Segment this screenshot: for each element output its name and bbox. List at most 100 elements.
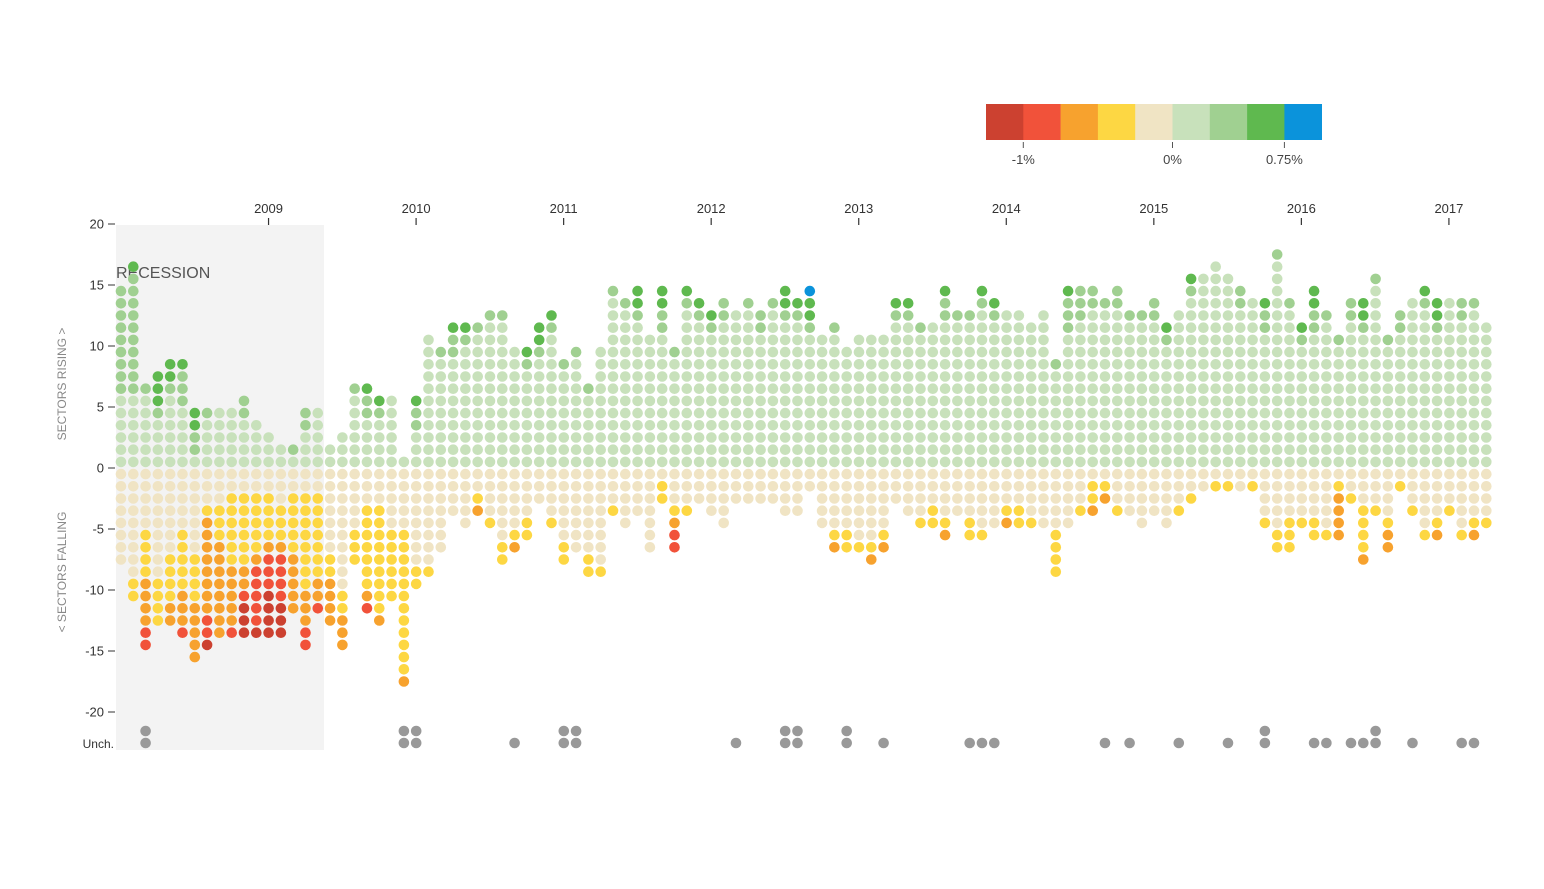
rising-sector-dot <box>1456 383 1467 395</box>
falling-sector-dot <box>730 493 742 504</box>
rising-sector-dot <box>128 359 139 370</box>
rising-sector-dot <box>779 359 791 370</box>
rising-sector-dot <box>755 371 766 382</box>
rising-sector-dot <box>1308 346 1320 358</box>
rising-sector-dot <box>447 383 459 395</box>
rising-sector-dot <box>1271 249 1283 260</box>
rising-sector-dot <box>287 456 299 468</box>
rising-sector-dot <box>902 298 914 309</box>
rising-sector-dot <box>792 395 803 407</box>
falling-sector-dot <box>853 468 865 480</box>
rising-sector-dot <box>1210 383 1221 395</box>
rising-sector-dot <box>1296 371 1308 382</box>
rising-sector-dot <box>460 371 471 382</box>
falling-sector-dot <box>1345 468 1357 480</box>
falling-sector-dot <box>583 542 594 553</box>
falling-sector-dot <box>1161 481 1172 492</box>
rising-sector-dot <box>1185 298 1197 309</box>
falling-sector-dot <box>189 615 201 626</box>
rising-sector-dot <box>1235 420 1246 431</box>
falling-sector-dot <box>718 481 729 492</box>
falling-sector-dot <box>878 505 889 516</box>
y-tick-label: 20 <box>90 217 104 232</box>
falling-sector-dot <box>497 517 508 529</box>
rising-sector-dot <box>743 371 754 382</box>
rising-sector-dot <box>1038 395 1049 407</box>
rising-sector-dot <box>1161 420 1172 431</box>
rising-sector-dot <box>1198 322 1209 334</box>
rising-sector-dot <box>952 359 963 370</box>
rising-sector-dot <box>484 432 496 443</box>
rising-sector-dot <box>952 383 963 395</box>
falling-sector-dot <box>447 505 459 516</box>
falling-sector-dot <box>1136 505 1148 516</box>
rising-sector-dot <box>1075 334 1086 346</box>
rising-sector-dot <box>1173 395 1185 407</box>
falling-sector-dot <box>1308 481 1320 492</box>
rising-sector-dot <box>1198 310 1209 321</box>
rising-sector-dot <box>927 444 939 456</box>
rising-sector-dot <box>706 432 717 443</box>
falling-sector-dot <box>890 468 902 480</box>
rising-sector-dot <box>1296 420 1308 431</box>
falling-sector-dot <box>201 603 213 614</box>
rising-sector-dot <box>804 456 816 468</box>
rising-sector-dot <box>792 432 803 443</box>
falling-sector-dot <box>374 493 385 504</box>
rising-sector-dot <box>1087 456 1098 468</box>
falling-sector-dot <box>878 468 889 480</box>
rising-sector-dot <box>718 383 729 395</box>
falling-sector-dot <box>656 468 668 480</box>
falling-sector-dot <box>816 517 828 529</box>
falling-sector-dot <box>976 468 988 480</box>
rising-sector-dot <box>1099 298 1111 309</box>
rising-sector-dot <box>484 420 496 431</box>
rising-sector-dot <box>1062 346 1074 358</box>
rising-sector-dot <box>755 383 766 395</box>
rising-sector-dot <box>115 395 127 407</box>
falling-sector-dot <box>361 481 373 492</box>
rising-sector-dot <box>1235 432 1246 443</box>
rising-sector-dot <box>115 285 127 297</box>
falling-sector-dot <box>214 517 225 529</box>
rising-sector-dot <box>718 334 729 346</box>
color-legend: -1% 0% 0.75% <box>986 104 1322 167</box>
falling-sector-dot <box>423 481 434 492</box>
falling-sector-dot <box>140 603 151 614</box>
rising-sector-dot <box>1050 407 1062 419</box>
falling-sector-dot <box>472 505 484 516</box>
rising-sector-dot <box>1431 359 1443 370</box>
rising-sector-dot <box>447 346 459 358</box>
rising-sector-dot <box>669 407 680 419</box>
falling-sector-dot <box>189 542 201 553</box>
rising-sector-dot <box>324 444 336 456</box>
rising-sector-dot <box>349 456 361 468</box>
rising-sector-dot <box>1308 334 1320 346</box>
falling-sector-dot <box>177 493 188 504</box>
rising-sector-dot <box>915 346 926 358</box>
falling-sector-dot <box>939 481 951 492</box>
rising-sector-dot <box>558 371 570 382</box>
falling-sector-dot <box>374 566 385 577</box>
rising-sector-dot <box>128 261 139 273</box>
rising-sector-dot <box>853 444 865 456</box>
rising-sector-dot <box>1075 444 1086 456</box>
rising-sector-dot <box>128 273 139 285</box>
falling-sector-dot <box>300 529 311 541</box>
falling-sector-dot <box>1099 481 1111 492</box>
rising-sector-dot <box>1161 456 1172 468</box>
falling-sector-dot <box>201 590 213 602</box>
rising-sector-dot <box>1333 334 1344 346</box>
rising-sector-dot <box>656 444 668 456</box>
falling-sector-dot <box>1308 468 1320 480</box>
rising-sector-dot <box>1358 383 1369 395</box>
rising-sector-dot <box>1124 383 1135 395</box>
rising-sector-dot <box>533 407 545 419</box>
rising-sector-dot <box>435 395 447 407</box>
rising-sector-dot <box>1001 395 1012 407</box>
rising-sector-dot <box>128 285 139 297</box>
falling-sector-dot <box>337 505 348 516</box>
unchanged-sector-dot <box>398 725 410 737</box>
falling-sector-dot <box>1124 481 1135 492</box>
rising-sector-dot <box>1198 432 1209 443</box>
